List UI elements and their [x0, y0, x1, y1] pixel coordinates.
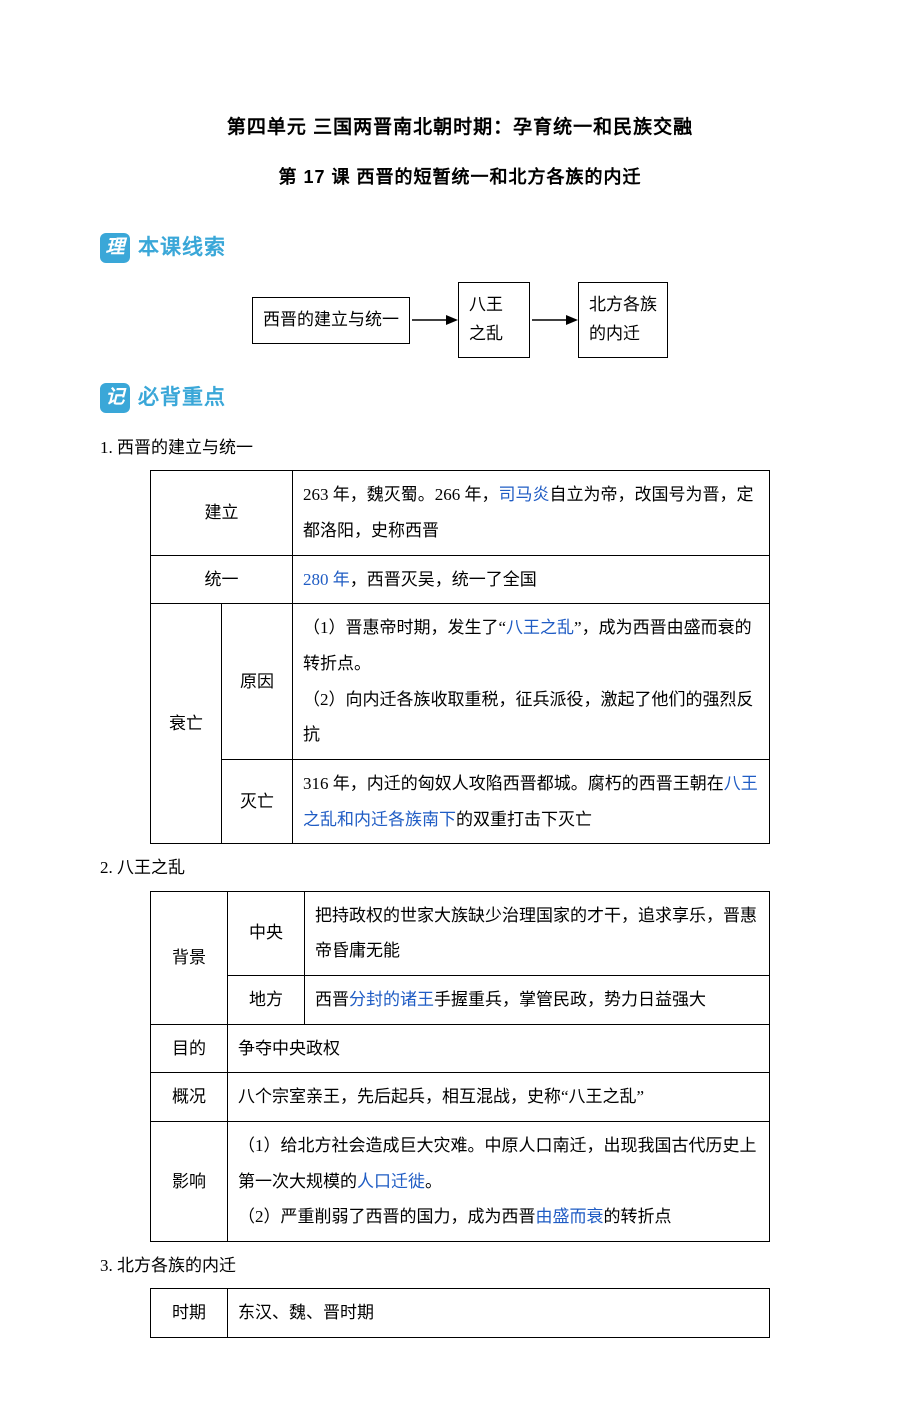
keyword: 由盛而衰 [536, 1207, 604, 1226]
text-fragment: 的转折点 [604, 1207, 672, 1226]
cell-purpose-text: 争夺中央政权 [228, 1024, 770, 1073]
text-fragment: 手握重兵，掌管民政，势力日益强大 [434, 990, 706, 1009]
flow-box-3: 北方各族 的内迁 [578, 282, 668, 358]
cell-fall-text: 316 年，内迁的匈奴人攻陷西晋都城。腐朽的西晋王朝在八王之乱和内迁各族南下的双… [293, 759, 770, 843]
unit-title: 第四单元 三国两晋南北朝时期：孕育统一和民族交融 [100, 110, 820, 146]
section-1-heading: 1. 西晋的建立与统一 [100, 432, 820, 464]
text-fragment: 。 [425, 1172, 442, 1191]
keyword: 司马炎 [499, 485, 550, 504]
flow-box-2: 八王 之乱 [458, 282, 530, 358]
cell-overview-label: 概况 [151, 1073, 228, 1122]
text-fragment: （2）向内迁各族收取重税，征兵派役，激起了他们的强烈反抗 [303, 682, 759, 753]
text-fragment: （1）晋惠帝时期，发生了“ [303, 618, 506, 637]
cell-overview-text: 八个宗室亲王，先后起兵，相互混战，史称“八王之乱” [228, 1073, 770, 1122]
cell-effect-text: （1）给北方社会造成巨大灾难。中原人口南迁，出现我国古代历史上第一次大规模的人口… [228, 1122, 770, 1242]
cell-establish-label: 建立 [151, 471, 293, 555]
cell-central-label: 中央 [228, 891, 305, 975]
table-row: 灭亡 316 年，内迁的匈奴人攻陷西晋都城。腐朽的西晋王朝在八王之乱和内迁各族南… [151, 759, 770, 843]
cell-fall-label: 灭亡 [222, 759, 293, 843]
cell-bg-label: 背景 [151, 891, 228, 1024]
badge-thread-icon: 理 [100, 233, 130, 263]
table-row: 时期 东汉、魏、晋时期 [151, 1289, 770, 1338]
cell-local-text: 西晋分封的诸王手握重兵，掌管民政，势力日益强大 [305, 976, 770, 1025]
text-fragment: （2）严重削弱了西晋的国力，成为西晋 [238, 1207, 536, 1226]
section-thread-header: 理 本课线索 [100, 228, 820, 268]
arrow-icon [410, 313, 458, 327]
section-memorize-header: 记 必背重点 [100, 378, 820, 418]
text-fragment: 的双重打击下灭亡 [456, 810, 592, 829]
keyword: 280 年 [303, 570, 350, 589]
text-fragment: 316 年，内迁的匈奴人攻陷西晋都城。腐朽的西晋王朝在 [303, 774, 724, 793]
badge-thread-title: 本课线索 [138, 228, 226, 268]
table-section-2: 背景 中央 把持政权的世家大族缺少治理国家的才干，追求享乐，晋惠帝昏庸无能 地方… [150, 891, 770, 1243]
table-row: 目的 争夺中央政权 [151, 1024, 770, 1073]
cell-local-label: 地方 [228, 976, 305, 1025]
table-row: 地方 西晋分封的诸王手握重兵，掌管民政，势力日益强大 [151, 976, 770, 1025]
flowchart: 西晋的建立与统一 八王 之乱 北方各族 的内迁 [100, 282, 820, 358]
text-fragment: ，西晋灭吴，统一了全国 [350, 570, 537, 589]
keyword: 八王之乱 [506, 618, 574, 637]
cell-decline-label: 衰亡 [151, 604, 222, 844]
badge-memorize-icon: 记 [100, 383, 130, 413]
text-fragment: 西晋 [315, 990, 349, 1009]
table-row: 建立 263 年，魏灭蜀。266 年，司马炎自立为帝，改国号为晋，定都洛阳，史称… [151, 471, 770, 555]
lesson-title: 第 17 课 西晋的短暂统一和北方各族的内迁 [100, 160, 820, 194]
badge-memorize-title: 必背重点 [138, 378, 226, 418]
cell-unify-label: 统一 [151, 555, 293, 604]
cell-cause-text: （1）晋惠帝时期，发生了“八王之乱”，成为西晋由盛而衰的转折点。 （2）向内迁各… [293, 604, 770, 760]
keyword: 人口迁徙 [357, 1172, 425, 1191]
table-row: 影响 （1）给北方社会造成巨大灾难。中原人口南迁，出现我国古代历史上第一次大规模… [151, 1122, 770, 1242]
text-fragment: （1）给北方社会造成巨大灾难。中原人口南迁，出现我国古代历史上第一次大规模的 [238, 1136, 757, 1191]
table-row: 衰亡 原因 （1）晋惠帝时期，发生了“八王之乱”，成为西晋由盛而衰的转折点。 （… [151, 604, 770, 760]
cell-unify-text: 280 年，西晋灭吴，统一了全国 [293, 555, 770, 604]
text-fragment: 263 年，魏灭蜀。266 年， [303, 485, 499, 504]
section-2-heading: 2. 八王之乱 [100, 852, 820, 884]
table-section-1: 建立 263 年，魏灭蜀。266 年，司马炎自立为帝，改国号为晋，定都洛阳，史称… [150, 470, 770, 844]
cell-effect-label: 影响 [151, 1122, 228, 1242]
table-row: 概况 八个宗室亲王，先后起兵，相互混战，史称“八王之乱” [151, 1073, 770, 1122]
cell-central-text: 把持政权的世家大族缺少治理国家的才干，追求享乐，晋惠帝昏庸无能 [305, 891, 770, 975]
table-row: 统一 280 年，西晋灭吴，统一了全国 [151, 555, 770, 604]
cell-cause-label: 原因 [222, 604, 293, 760]
cell-purpose-label: 目的 [151, 1024, 228, 1073]
cell-period-label: 时期 [151, 1289, 228, 1338]
cell-establish-text: 263 年，魏灭蜀。266 年，司马炎自立为帝，改国号为晋，定都洛阳，史称西晋 [293, 471, 770, 555]
cell-period-text: 东汉、魏、晋时期 [228, 1289, 770, 1338]
flow-box-1: 西晋的建立与统一 [252, 297, 410, 344]
keyword: 分封的诸王 [349, 990, 434, 1009]
arrow-icon [530, 313, 578, 327]
table-row: 背景 中央 把持政权的世家大族缺少治理国家的才干，追求享乐，晋惠帝昏庸无能 [151, 891, 770, 975]
section-3-heading: 3. 北方各族的内迁 [100, 1250, 820, 1282]
table-section-3: 时期 东汉、魏、晋时期 [150, 1288, 770, 1338]
